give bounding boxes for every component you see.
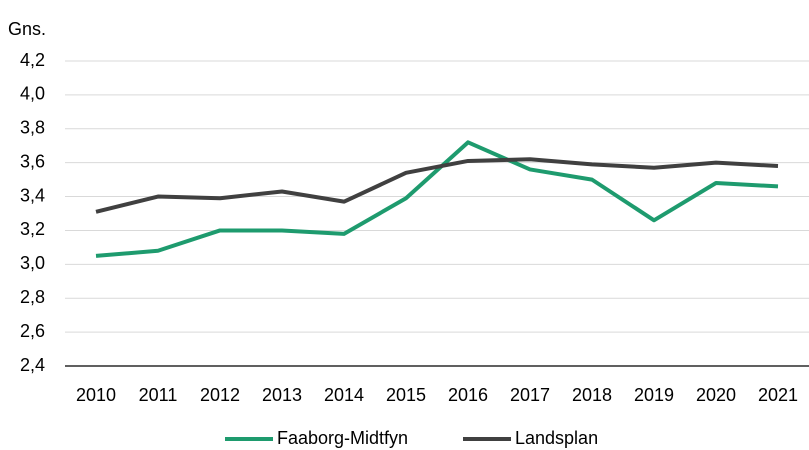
y-tick-label: 4,2 bbox=[20, 50, 45, 70]
x-tick-label: 2019 bbox=[634, 385, 674, 405]
x-tick-label: 2011 bbox=[139, 385, 178, 405]
x-tick-label: 2012 bbox=[200, 385, 240, 405]
x-tick-label: 2013 bbox=[262, 385, 302, 405]
y-tick-label: 2,4 bbox=[20, 355, 45, 375]
legend-label: Faaborg-Midtfyn bbox=[277, 428, 408, 448]
x-tick-label: 2021 bbox=[758, 385, 798, 405]
x-tick-label: 2016 bbox=[448, 385, 488, 405]
line-series bbox=[95, 140, 779, 258]
x-tick-label: 2015 bbox=[386, 385, 426, 405]
y-tick-label: 3,6 bbox=[20, 151, 45, 171]
x-tick-label: 2017 bbox=[510, 385, 550, 405]
x-tick-label: 2020 bbox=[696, 385, 736, 405]
x-tick-label: 2014 bbox=[324, 385, 364, 405]
y-tick-label: 2,6 bbox=[20, 321, 45, 341]
line-series bbox=[95, 157, 779, 214]
x-tick-label: 2010 bbox=[76, 385, 116, 405]
x-tick-label: 2018 bbox=[572, 385, 612, 405]
y-tick-label: 3,8 bbox=[20, 118, 45, 138]
y-tick-label: 4,0 bbox=[20, 84, 45, 104]
chart-title: Gns. bbox=[8, 19, 46, 39]
legend-label: Landsplan bbox=[515, 428, 598, 448]
y-tick-label: 3,2 bbox=[20, 219, 45, 239]
y-tick-label: 3,4 bbox=[20, 185, 45, 205]
y-tick-label: 3,0 bbox=[20, 253, 45, 273]
y-tick-label: 2,8 bbox=[20, 287, 45, 307]
